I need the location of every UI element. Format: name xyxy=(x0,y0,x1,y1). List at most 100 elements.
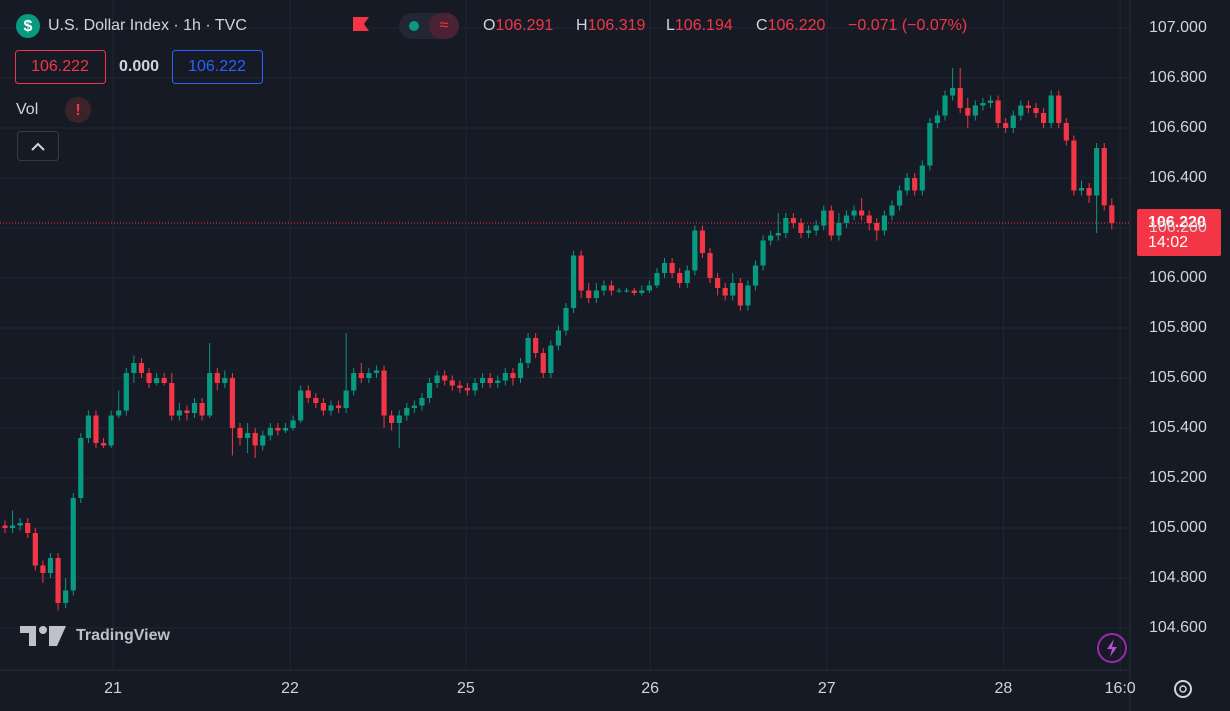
candle-body xyxy=(176,410,182,416)
candle-body xyxy=(169,383,175,416)
candle-body xyxy=(995,100,1001,123)
candle-body xyxy=(836,223,842,236)
symbol-icon-glyph: $ xyxy=(24,18,33,35)
candle-body xyxy=(654,273,660,286)
change-text: −0.071 (−0.07%) xyxy=(848,17,967,34)
candle-body xyxy=(358,373,364,378)
candle-body xyxy=(63,590,69,603)
candle-body xyxy=(131,363,137,373)
y-tick-label: 105.400 xyxy=(1149,419,1207,436)
lightning-glyph xyxy=(1107,639,1117,657)
flag-icon[interactable] xyxy=(353,17,369,31)
candle-body xyxy=(586,290,592,298)
candle-body xyxy=(396,415,402,423)
candle-body xyxy=(828,210,834,236)
candle-body xyxy=(1078,188,1085,191)
candle-body xyxy=(616,290,622,292)
buy-box[interactable] xyxy=(172,50,263,84)
candle-body xyxy=(108,415,114,446)
delayed-glyph: ≈ xyxy=(440,17,449,34)
candle-body xyxy=(805,230,812,233)
y-tick-label: 106.200 xyxy=(1149,219,1207,236)
ask-price[interactable]: 106.222 xyxy=(188,58,246,75)
ohlc-value: 106.291 xyxy=(495,17,553,34)
volume-label[interactable]: Vol xyxy=(16,101,38,118)
candle-body xyxy=(154,378,160,383)
candle-body xyxy=(881,215,887,231)
candle-body xyxy=(715,278,721,288)
candle-body xyxy=(699,230,706,253)
candle-body xyxy=(70,498,76,591)
settings-button[interactable] xyxy=(1174,680,1192,698)
candle-body xyxy=(47,558,54,573)
symbol-icon[interactable] xyxy=(16,14,40,38)
candle-body xyxy=(366,373,372,378)
lightning-button[interactable] xyxy=(1097,633,1127,663)
candle-body xyxy=(100,443,107,446)
candle-body xyxy=(244,433,251,438)
grid xyxy=(0,0,1130,670)
candle-body xyxy=(957,88,963,108)
candle-body xyxy=(525,338,531,363)
y-tick-label: 106.000 xyxy=(1149,269,1207,286)
watermark-text: TradingView xyxy=(76,627,171,644)
candle-body xyxy=(229,378,236,428)
ohlc-label: C xyxy=(756,17,768,34)
candle-body xyxy=(25,523,31,533)
candle-body xyxy=(282,428,289,431)
price-tag-countdown: 14:02 xyxy=(1148,234,1188,251)
candle-body xyxy=(1048,95,1054,123)
candle-body xyxy=(313,398,319,403)
candle-body xyxy=(783,218,789,233)
sell-box[interactable] xyxy=(15,50,106,84)
candle-body xyxy=(199,403,205,416)
price-tag-value: 106.220 xyxy=(1148,214,1206,231)
y-tick-label: 104.600 xyxy=(1149,619,1207,636)
ohlc-value: 106.220 xyxy=(768,17,826,34)
y-tick-label: 106.600 xyxy=(1149,119,1207,136)
y-tick-label: 106.400 xyxy=(1149,169,1207,186)
ohlc-label: O xyxy=(483,17,495,34)
candle-body xyxy=(146,373,152,383)
candle-body xyxy=(624,290,630,292)
candle-body xyxy=(874,223,880,231)
collapse-button[interactable] xyxy=(17,131,59,161)
candle-body xyxy=(222,378,228,383)
warning-icon[interactable] xyxy=(65,97,91,123)
candle-body xyxy=(335,405,342,408)
candle-body xyxy=(608,285,615,291)
candle-body xyxy=(457,385,463,388)
candle-body xyxy=(426,383,433,398)
candle-body xyxy=(502,373,508,381)
x-tick-label: 25 xyxy=(457,680,475,697)
candle-body xyxy=(449,380,455,386)
candle-body xyxy=(207,373,213,416)
candle-body xyxy=(1086,188,1092,196)
logo-part xyxy=(39,626,47,634)
candle-body xyxy=(85,415,91,438)
ohlc-value: 106.194 xyxy=(675,17,733,34)
ohlc-item: L106.194 xyxy=(666,17,733,34)
candle-body xyxy=(1040,113,1047,123)
candle-body xyxy=(859,210,865,216)
candle-body xyxy=(32,533,38,566)
candle-body xyxy=(1101,148,1107,206)
candle-body xyxy=(639,290,645,293)
candle-body xyxy=(55,558,61,603)
candle-body xyxy=(896,190,903,206)
candle-body xyxy=(487,378,493,383)
candle-body xyxy=(927,123,933,166)
candle-body xyxy=(9,525,16,528)
symbol-title[interactable]: U.S. Dollar Index · 1h · TVC xyxy=(48,17,247,34)
candle-body xyxy=(813,225,819,231)
settings-glyph xyxy=(1179,685,1187,693)
candle-body xyxy=(1071,140,1077,191)
candle-body xyxy=(275,428,281,431)
x-tick-label: 22 xyxy=(281,680,299,697)
candle-body xyxy=(965,108,971,116)
candle-body xyxy=(305,390,311,398)
bid-price[interactable]: 106.222 xyxy=(31,58,89,75)
candle-body xyxy=(464,388,471,391)
candle-body xyxy=(904,178,910,191)
candle-body xyxy=(919,165,925,191)
